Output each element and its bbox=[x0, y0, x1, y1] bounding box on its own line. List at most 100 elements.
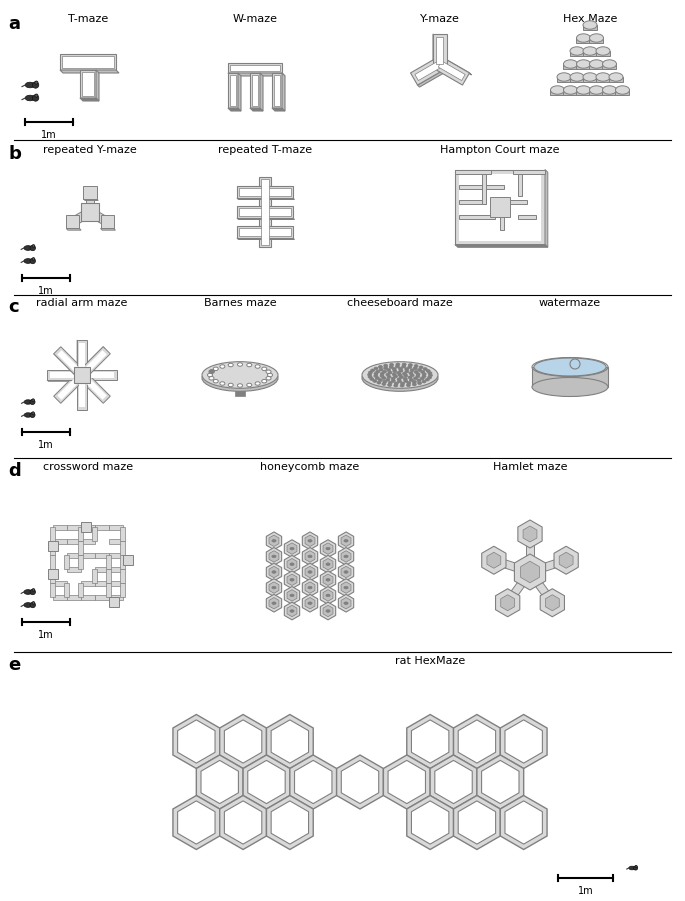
Polygon shape bbox=[201, 760, 238, 804]
Polygon shape bbox=[430, 755, 477, 809]
Ellipse shape bbox=[368, 373, 372, 376]
Ellipse shape bbox=[397, 380, 401, 383]
Bar bbox=[67, 552, 81, 558]
Polygon shape bbox=[438, 61, 465, 80]
Bar bbox=[82, 72, 94, 96]
Polygon shape bbox=[412, 720, 449, 763]
Ellipse shape bbox=[609, 73, 623, 81]
Ellipse shape bbox=[344, 555, 348, 558]
Bar bbox=[95, 580, 109, 586]
Bar bbox=[228, 63, 282, 73]
Ellipse shape bbox=[24, 400, 32, 405]
Ellipse shape bbox=[408, 366, 412, 369]
Ellipse shape bbox=[413, 367, 417, 369]
Text: Hex Maze: Hex Maze bbox=[563, 14, 617, 24]
Bar bbox=[252, 75, 258, 106]
Bar bbox=[500, 207, 504, 230]
Ellipse shape bbox=[373, 379, 377, 382]
Polygon shape bbox=[266, 532, 282, 550]
Ellipse shape bbox=[202, 361, 278, 388]
Ellipse shape bbox=[408, 376, 412, 378]
Circle shape bbox=[32, 258, 35, 260]
Polygon shape bbox=[505, 801, 543, 844]
Bar bbox=[95, 567, 109, 571]
Polygon shape bbox=[433, 34, 435, 66]
Ellipse shape bbox=[397, 371, 401, 374]
Text: c: c bbox=[8, 298, 18, 316]
Circle shape bbox=[32, 602, 35, 605]
Ellipse shape bbox=[590, 34, 603, 42]
Ellipse shape bbox=[272, 540, 276, 542]
Polygon shape bbox=[500, 796, 547, 850]
Ellipse shape bbox=[272, 555, 276, 558]
Polygon shape bbox=[220, 796, 266, 850]
Ellipse shape bbox=[398, 374, 402, 377]
Polygon shape bbox=[500, 714, 547, 769]
Ellipse shape bbox=[386, 369, 390, 371]
Text: e: e bbox=[8, 656, 21, 674]
Bar bbox=[109, 580, 123, 586]
Ellipse shape bbox=[590, 86, 603, 95]
Polygon shape bbox=[266, 563, 282, 581]
Circle shape bbox=[635, 865, 637, 868]
Bar bbox=[84, 186, 97, 199]
Polygon shape bbox=[79, 375, 85, 407]
Bar bbox=[53, 527, 123, 597]
Ellipse shape bbox=[401, 382, 405, 385]
Ellipse shape bbox=[272, 587, 276, 589]
Circle shape bbox=[32, 244, 35, 247]
Polygon shape bbox=[482, 546, 506, 574]
Polygon shape bbox=[407, 714, 453, 769]
Polygon shape bbox=[323, 574, 333, 586]
Bar bbox=[230, 75, 236, 106]
Ellipse shape bbox=[387, 376, 391, 378]
Polygon shape bbox=[295, 760, 332, 804]
Bar bbox=[239, 188, 291, 196]
Text: honeycomb maze: honeycomb maze bbox=[260, 462, 360, 472]
Bar bbox=[82, 204, 99, 221]
Polygon shape bbox=[529, 557, 567, 576]
Ellipse shape bbox=[564, 86, 577, 95]
Bar bbox=[237, 206, 293, 218]
Ellipse shape bbox=[414, 370, 418, 373]
Ellipse shape bbox=[326, 563, 330, 566]
Polygon shape bbox=[53, 354, 80, 380]
Ellipse shape bbox=[422, 375, 426, 378]
Ellipse shape bbox=[326, 594, 330, 596]
Ellipse shape bbox=[399, 369, 403, 372]
Polygon shape bbox=[477, 755, 523, 809]
Ellipse shape bbox=[394, 375, 397, 378]
Polygon shape bbox=[341, 582, 351, 594]
Polygon shape bbox=[284, 555, 299, 573]
Circle shape bbox=[32, 95, 39, 101]
Circle shape bbox=[32, 82, 39, 88]
Ellipse shape bbox=[403, 379, 408, 382]
Polygon shape bbox=[290, 755, 336, 809]
Bar bbox=[51, 569, 55, 583]
Polygon shape bbox=[82, 370, 117, 380]
Ellipse shape bbox=[25, 96, 35, 101]
Polygon shape bbox=[526, 534, 534, 572]
Polygon shape bbox=[177, 720, 215, 763]
Polygon shape bbox=[173, 714, 220, 769]
Bar bbox=[590, 64, 603, 69]
Ellipse shape bbox=[532, 378, 608, 396]
Bar bbox=[239, 228, 291, 236]
Ellipse shape bbox=[426, 369, 430, 372]
Bar bbox=[81, 522, 91, 532]
Bar bbox=[79, 541, 84, 555]
Polygon shape bbox=[305, 551, 315, 562]
Polygon shape bbox=[77, 375, 87, 410]
Bar bbox=[95, 552, 109, 558]
Polygon shape bbox=[66, 229, 81, 230]
Ellipse shape bbox=[344, 587, 348, 589]
Polygon shape bbox=[287, 543, 297, 554]
Ellipse shape bbox=[412, 380, 416, 383]
Text: 1m: 1m bbox=[38, 440, 54, 450]
Ellipse shape bbox=[408, 364, 412, 367]
Bar bbox=[48, 569, 58, 578]
Bar bbox=[67, 524, 81, 530]
Text: a: a bbox=[8, 15, 20, 33]
Ellipse shape bbox=[583, 73, 597, 81]
Ellipse shape bbox=[577, 34, 590, 42]
